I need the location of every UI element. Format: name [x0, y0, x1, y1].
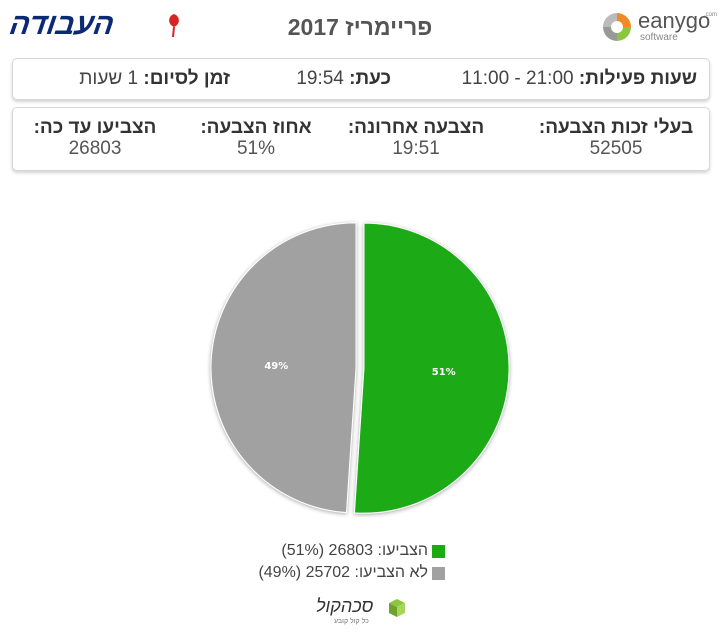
eligible-voters-value: 52505 — [589, 138, 643, 159]
time-remaining: זמן לסיום: 1 שעות — [79, 68, 230, 90]
sachakol-logo: סכהקול כל קול קובע — [312, 596, 408, 630]
brand-com: .com — [704, 12, 718, 18]
turnout-percent-label: אחוז הצבעה: — [200, 117, 312, 138]
turnout-pie-chart: 51% 49% — [210, 222, 510, 514]
voted-so-far-value: 26803 — [68, 138, 122, 159]
eanygo-logo: eanygo .com software — [600, 8, 718, 46]
legend-swatch-not-voted — [432, 566, 445, 580]
last-vote-stat: הצבעה אחרונה: 19:51 — [341, 117, 491, 160]
legend-item-voted: הצביעו: 26803 (51%) — [160, 540, 445, 562]
page-title: פריימריז 2017 — [287, 14, 433, 40]
current-time-value: 19:54 — [296, 68, 344, 89]
activity-info-card: שעות פעילות: 11:00 - 21:00 כעת: 19:54 זמ… — [12, 58, 710, 100]
turnout-percent-stat: אחוז הצבעה: 51% — [191, 117, 321, 160]
activity-hours-value: 11:00 - 21:00 — [461, 68, 574, 89]
stats-card: בעלי זכות הצבעה: 52505 הצבעה אחרונה: 19:… — [12, 107, 710, 171]
turnout-percent-value: 51% — [236, 138, 276, 159]
current-time-label: כעת: — [349, 68, 391, 89]
last-vote-label: הצבעה אחרונה: — [347, 117, 485, 138]
pie-slice-0 — [353, 222, 510, 514]
activity-hours: שעות פעילות: 11:00 - 21:00 — [462, 68, 697, 90]
eligible-voters-stat: בעלי זכות הצבעה: 52505 — [521, 117, 711, 160]
legend-text-not-voted: לא הצביעו: 25702 (49%) — [258, 564, 428, 581]
pie-slice-label-1: 49% — [264, 361, 288, 372]
brand-sub: software — [640, 32, 678, 43]
time-remaining-label: זמן לסיום: — [143, 68, 230, 89]
activity-hours-label: שעות פעילות: — [578, 68, 697, 89]
legend-item-not-voted: לא הצביעו: 25702 (49%) — [160, 562, 445, 584]
rose-icon — [169, 14, 179, 38]
legend-swatch-voted — [432, 544, 445, 558]
eanygo-icon — [603, 13, 631, 41]
voted-so-far-stat: הצביעו עד כה: 26803 — [25, 117, 165, 160]
pie-slice-1 — [210, 222, 357, 514]
header: העבודה פריימריז 2017 eanygo .com softwar… — [0, 0, 720, 52]
time-remaining-value: 1 שעות — [79, 68, 139, 89]
last-vote-value: 19:51 — [392, 138, 440, 159]
legend-text-voted: הצביעו: 26803 (51%) — [281, 542, 428, 559]
labor-party-logo: העבודה — [8, 8, 185, 42]
current-time: כעת: 19:54 — [296, 68, 391, 90]
footer-logo-text: סכהקול — [316, 596, 374, 616]
eligible-voters-label: בעלי זכות הצבעה: — [538, 117, 694, 138]
footer-logo-sub: כל קול קובע — [334, 618, 369, 625]
voted-so-far-label: הצביעו עד כה: — [33, 117, 157, 138]
brand-name: eanygo — [638, 8, 711, 33]
cube-icon — [389, 599, 405, 617]
pie-slice-label-0: 51% — [432, 367, 456, 378]
chart-legend: הצביעו: 26803 (51%) לא הצביעו: 25702 (49… — [160, 540, 445, 584]
